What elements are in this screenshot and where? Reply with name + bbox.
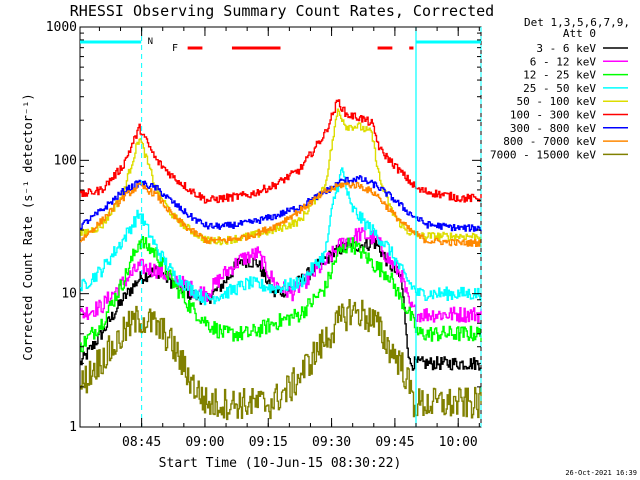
flag-label-f: F	[172, 43, 178, 54]
flag-label-n: N	[148, 37, 153, 47]
x-axis-label: Start Time (10-Jun-15 08:30:22)	[159, 456, 402, 471]
series-line-4	[80, 167, 482, 306]
y-axis-label: Corrected Count Rate (s⁻¹ detector⁻¹)	[21, 93, 35, 360]
legend-label-6: 100 - 300 keV	[510, 109, 596, 122]
chart-title: RHESSI Observing Summary Count Rates, Co…	[70, 2, 494, 20]
legend-label-8: 800 - 7000 keV	[503, 135, 596, 148]
x-tick-label: 09:45	[375, 435, 414, 450]
x-tick-label: 09:15	[249, 435, 288, 450]
x-tick-label: 10:00	[439, 435, 478, 450]
series-line-9	[80, 299, 482, 421]
legend-label-1: 3 - 6 keV	[536, 42, 596, 55]
x-tick-label: 09:00	[185, 435, 224, 450]
series-line-8	[80, 181, 482, 247]
y-tick-label: 1	[69, 420, 77, 435]
legend-label-5: 50 - 100 keV	[517, 95, 597, 108]
y-tick-label: 1000	[46, 20, 77, 35]
legend-header-1: Det 1,3,5,6,7,9,	[524, 16, 630, 29]
series-line-7	[80, 175, 482, 232]
legend-label-2: 6 - 12 keV	[530, 55, 597, 68]
footer-date: 26-Oct-2021 16:39	[565, 469, 637, 477]
series-line-1	[80, 238, 482, 371]
legend-label-9: 7000 - 15000 keV	[490, 148, 596, 161]
legend-label-7: 300 - 800 keV	[510, 122, 596, 135]
legend-label-4: 25 - 50 keV	[523, 82, 596, 95]
x-tick-label: 08:45	[122, 435, 161, 450]
series-line-3	[80, 236, 482, 353]
overlay-layer: NF	[80, 27, 482, 427]
y-tick-label: 10	[61, 287, 77, 302]
legend-header-2: Att 0	[563, 27, 596, 40]
y-tick-label: 100	[54, 153, 77, 168]
legend-label-3: 12 - 25 keV	[523, 69, 596, 82]
series-line-6	[80, 99, 482, 204]
series-layer	[80, 99, 482, 421]
x-tick-label: 09:30	[312, 435, 351, 450]
axis-layer: 1 10 100 1000 08:45 09:00 09:15 09:30 09:45 10:00	[46, 20, 481, 450]
